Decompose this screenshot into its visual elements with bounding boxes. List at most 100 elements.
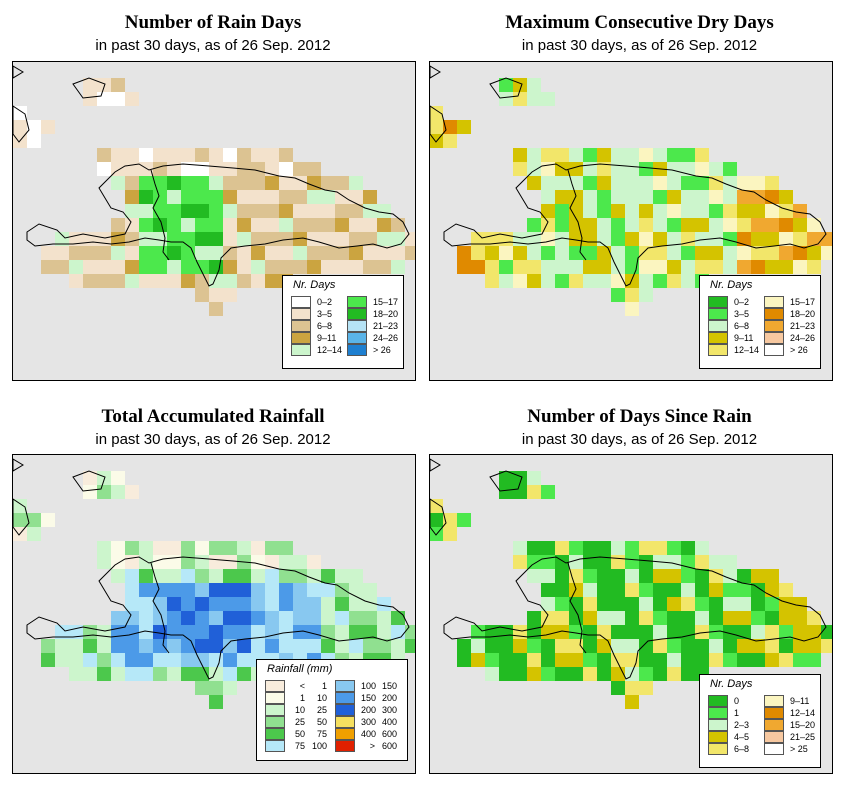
grid-cell [765,176,779,190]
grid-cell [737,653,751,667]
grid-cell [457,639,471,653]
grid-cell [265,232,279,246]
coastline-path [567,562,587,654]
grid-cell [569,176,583,190]
grid-cell [625,176,639,190]
legend-swatch [708,719,728,731]
grid-cell [97,246,111,260]
grid-cell [293,555,307,569]
grid-cell [293,260,307,274]
grid-cell [471,639,485,653]
grid-cell [279,148,293,162]
coastline-path [567,169,587,261]
grid-cell [667,569,681,583]
grid-cell [443,513,457,527]
grid-cell [111,274,125,288]
grid-cell [653,625,667,639]
grid-cell [83,92,97,106]
grid-cell [667,232,681,246]
grid-cell [195,148,209,162]
grid-cell [55,625,69,639]
grid-cell [625,639,639,653]
grid-cell [195,218,209,232]
grid-cell [499,92,513,106]
grid-cell [363,232,377,246]
grid-cell [265,597,279,611]
grid-cell [97,639,111,653]
grid-cell [527,218,541,232]
legend-label: 6–8 [734,744,750,754]
grid-cell [139,218,153,232]
grid-cell [251,274,265,288]
grid-cell [41,260,55,274]
legend-label: 0–2 [317,297,333,307]
grid-cell [569,653,583,667]
legend-title: Nr. Days [710,678,753,690]
grid-cell [153,148,167,162]
grid-cell [807,611,821,625]
grid-cell [195,204,209,218]
grid-cell [223,583,237,597]
grid-cell [335,176,349,190]
grid-cell [569,246,583,260]
legend-swatch [265,680,285,692]
grid-cell [779,611,793,625]
legend-range-to: 10 [316,693,327,703]
grid-cell [265,204,279,218]
legend-swatch [347,344,367,356]
grid-cell [695,176,709,190]
grid-cell [639,681,653,695]
grid-cell [209,288,223,302]
grid-cell [125,260,139,274]
grid-cell [111,148,125,162]
grid-cell [639,541,653,555]
grid-cell [153,218,167,232]
grid-cell [611,204,625,218]
legend-swatch [708,320,728,332]
panel-subtitle: in past 30 days, as of 26 Sep. 2012 [521,37,758,54]
grid-cell [667,541,681,555]
grid-cell [377,611,391,625]
grid-cell [485,274,499,288]
grid-cell [569,667,583,681]
grid-cell [807,625,821,639]
grid-cell [430,499,443,513]
grid-cell [597,260,611,274]
grid-cell [265,639,279,653]
grid-cell [583,176,597,190]
grid-cell [209,569,223,583]
grid-cell [653,176,667,190]
grid-cell [555,176,569,190]
grid-cell [349,204,363,218]
legend-range-from: 10 [294,705,305,715]
grid-cell [363,218,377,232]
grid-cell [625,232,639,246]
map-area: Nr. Days 0–2 3–5 6–8 9–11 12–14 15–17 18–20 21–… [12,61,416,381]
grid-cell [527,148,541,162]
grid-cell [97,555,111,569]
grid-cell [97,78,111,92]
grid-cell [153,611,167,625]
grid-cell [153,190,167,204]
grid-cell [667,176,681,190]
grid-cell [111,639,125,653]
grid-cell [737,583,751,597]
grid-cell [265,162,279,176]
grid-cell [111,218,125,232]
grid-cell [391,639,405,653]
grid-cell [555,569,569,583]
grid-cell [167,611,181,625]
grid-cell [555,625,569,639]
grid-cell [709,625,723,639]
grid-cell [485,653,499,667]
grid-cell [583,667,597,681]
grid-cell [765,204,779,218]
grid-cell [279,611,293,625]
grid-cell [83,653,97,667]
grid-cell [583,204,597,218]
grid-cell [307,555,321,569]
grid-cell [209,190,223,204]
grid-cell [279,246,293,260]
grid-cell [97,260,111,274]
grid-cell [709,555,723,569]
